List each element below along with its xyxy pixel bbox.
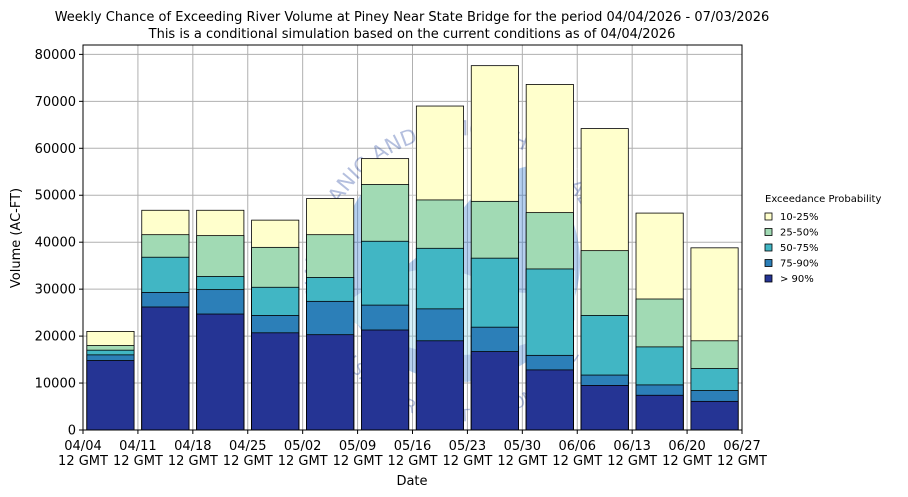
x-tick-label-date: 05/30 bbox=[504, 439, 541, 454]
bar-90 bbox=[415, 340, 464, 431]
legend-label: 50-75% bbox=[780, 243, 819, 254]
x-tick-label-time: 12 GMT bbox=[607, 454, 657, 469]
x-tick-label-time: 12 GMT bbox=[717, 454, 767, 469]
legend-swatch bbox=[764, 228, 773, 236]
bar-90 bbox=[690, 400, 739, 431]
bar-90 bbox=[525, 369, 574, 431]
bar-90 bbox=[251, 332, 300, 431]
x-tick-label-date: 04/04 bbox=[64, 439, 101, 454]
bar-90 bbox=[635, 394, 684, 431]
x-tick-label-time: 12 GMT bbox=[278, 454, 328, 469]
x-tick-label-time: 12 GMT bbox=[552, 454, 602, 469]
x-tick-label-time: 12 GMT bbox=[388, 454, 438, 469]
y-tick-label: 30000 bbox=[35, 283, 76, 298]
x-tick-label-date: 06/13 bbox=[613, 439, 650, 454]
bar-90 bbox=[196, 313, 245, 431]
y-tick-label: 0 bbox=[68, 424, 76, 439]
bar-90 bbox=[141, 306, 190, 431]
legend-title: Exceedance Probability bbox=[765, 194, 881, 205]
y-tick-label: 50000 bbox=[35, 189, 76, 204]
legend-swatch bbox=[764, 259, 773, 267]
x-tick-label-time: 12 GMT bbox=[58, 454, 108, 469]
x-tick-label-time: 12 GMT bbox=[333, 454, 383, 469]
legend-swatch bbox=[764, 212, 773, 221]
x-tick-label-date: 06/20 bbox=[668, 439, 705, 454]
x-tick-label-date: 05/23 bbox=[449, 439, 486, 454]
x-axis-label: Date bbox=[396, 474, 427, 489]
legend-label: 25-50% bbox=[780, 228, 819, 239]
x-tick-label-date: 05/16 bbox=[394, 439, 431, 454]
bar-90 bbox=[86, 360, 135, 431]
bar-90 bbox=[306, 334, 355, 431]
x-tick-label-date: 06/27 bbox=[723, 439, 760, 454]
y-tick-label: 10000 bbox=[35, 377, 76, 392]
x-tick-label-time: 12 GMT bbox=[168, 454, 218, 469]
x-tick-label-date: 04/18 bbox=[174, 439, 211, 454]
y-tick-label: 40000 bbox=[35, 236, 76, 251]
bar-90 bbox=[361, 329, 410, 431]
bar-90 bbox=[470, 351, 519, 431]
x-tick-label-time: 12 GMT bbox=[442, 454, 492, 469]
legend-label: 10-25% bbox=[780, 212, 819, 223]
legend-swatch bbox=[764, 243, 773, 252]
x-tick-label-date: 04/11 bbox=[119, 439, 156, 454]
legend-label: 75-90% bbox=[780, 259, 819, 270]
y-axis-label: Volume (AC-FT) bbox=[9, 188, 24, 288]
legend: Exceedance Probability 10-25% 25-50% 50-75%… bbox=[764, 194, 881, 285]
x-tick-label-time: 12 GMT bbox=[223, 454, 273, 469]
y-tick-label: 20000 bbox=[35, 330, 76, 345]
x-tick-label-time: 12 GMT bbox=[113, 454, 163, 469]
bar-90 bbox=[580, 384, 629, 431]
legend-label: > 90% bbox=[780, 274, 814, 285]
axes: 0 10000 20000 30000 40000 50000 60000 70000 8000… bbox=[35, 44, 767, 469]
x-tick-label-date: 04/25 bbox=[229, 439, 266, 454]
legend-swatch bbox=[764, 274, 773, 283]
y-tick-label: 70000 bbox=[35, 95, 76, 110]
y-tick-label: 60000 bbox=[35, 142, 76, 157]
x-tick-label-time: 12 GMT bbox=[662, 454, 712, 469]
x-tick-label-time: 12 GMT bbox=[497, 454, 547, 469]
chart-title: Weekly Chance of Exceeding River Volume … bbox=[55, 10, 770, 25]
x-tick-label-date: 05/02 bbox=[284, 439, 321, 454]
x-tick-label-date: 05/09 bbox=[339, 439, 376, 454]
y-tick-label: 80000 bbox=[35, 48, 76, 63]
x-tick-label-date: 06/06 bbox=[559, 439, 596, 454]
chart-subtitle: This is a conditional simulation based o… bbox=[148, 27, 676, 42]
